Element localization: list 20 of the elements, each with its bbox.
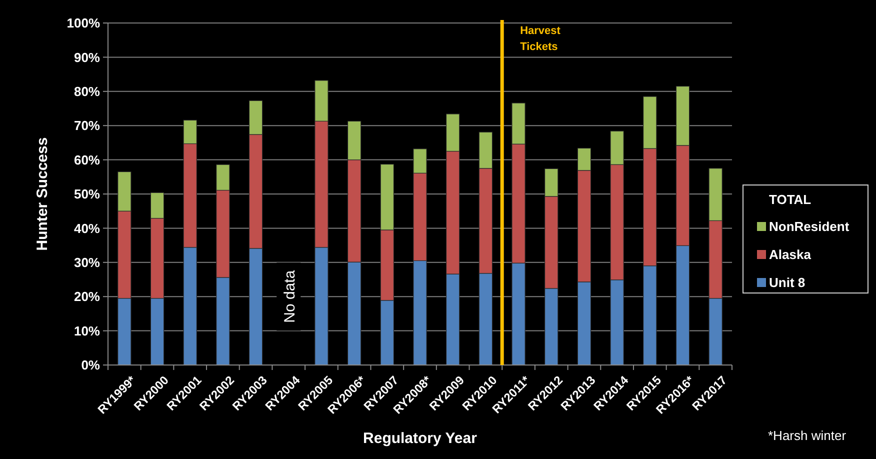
y-tick-label: 100% bbox=[66, 16, 100, 31]
legend-label: Unit 8 bbox=[769, 275, 806, 290]
legend-title: TOTAL bbox=[769, 192, 812, 207]
ref-line-label: Harvest Tickets bbox=[520, 25, 561, 53]
y-tick-label: 70% bbox=[74, 118, 100, 134]
x-axis-title: Regulatory Year bbox=[363, 430, 478, 447]
text: *Harsh winter bbox=[768, 428, 847, 443]
legend-label: NonResident bbox=[769, 219, 850, 234]
y-tick-label: 0% bbox=[81, 358, 100, 373]
y-tick-label: 30% bbox=[74, 254, 100, 270]
annotation: No data bbox=[282, 270, 299, 323]
y-tick-label: 20% bbox=[74, 289, 100, 304]
y-tick-label: 60% bbox=[74, 152, 100, 168]
y-tick-label: 40% bbox=[74, 220, 100, 236]
y-axis-title: Hunter Success bbox=[34, 137, 51, 251]
legend-label: Alaska bbox=[769, 247, 812, 262]
y-tick-label: 10% bbox=[74, 323, 100, 338]
y-tick-label: 90% bbox=[74, 50, 100, 65]
y-tick-label: 80% bbox=[74, 84, 100, 99]
y-tick-label: 50% bbox=[74, 186, 100, 202]
